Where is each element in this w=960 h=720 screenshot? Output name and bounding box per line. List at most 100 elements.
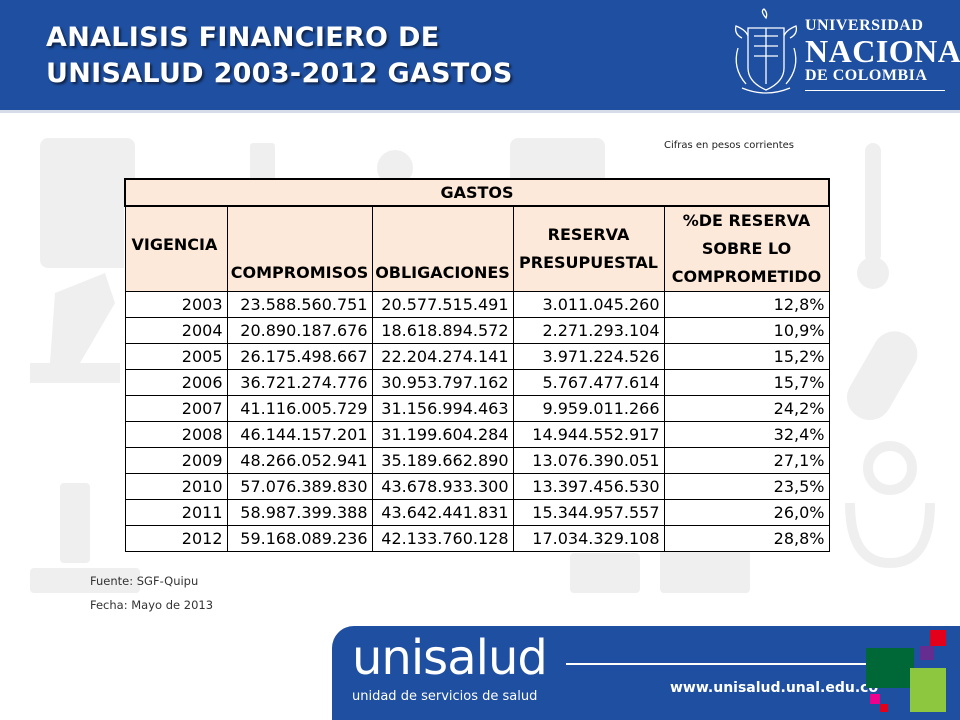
table-row: 2011 58.987.399.388 43.642.441.831 15.344.9… [124, 499, 830, 526]
cell-compromisos: 41.116.005.729 [226, 395, 373, 422]
cell-vigencia: 2009 [124, 447, 228, 474]
cell-pct-reserva: 15,7% [663, 369, 830, 396]
pct-line-2: SOBRE LO [701, 239, 792, 258]
logo-underline [805, 90, 945, 91]
cell-vigencia: 2010 [124, 473, 228, 500]
table-row: 2003 23.588.560.751 20.577.515.491 3.011.04… [124, 291, 830, 318]
pct-line-1: %DE RESERVA [682, 211, 811, 230]
cell-compromisos: 20.890.187.676 [226, 317, 373, 344]
stethoscope-icon [863, 441, 917, 495]
table-row: 2006 36.721.274.776 30.953.797.162 5.767.47… [124, 369, 830, 396]
cell-pct-reserva: 26,0% [663, 499, 830, 526]
cell-obligaciones: 20.577.515.491 [371, 291, 514, 318]
cell-reserva: 15.344.957.557 [512, 499, 665, 526]
cell-compromisos: 26.175.498.667 [226, 343, 373, 370]
logo-line-3: DE COLOMBIA [805, 67, 928, 84]
column-header-vigencia: VIGENCIA [124, 205, 228, 292]
cell-vigencia: 2004 [124, 317, 228, 344]
cell-vigencia: 2011 [124, 499, 228, 526]
table-row: 2007 41.116.005.729 31.156.994.463 9.959.01… [124, 395, 830, 422]
red-square [930, 630, 946, 646]
microscope-icon [30, 273, 120, 383]
table-row: 2005 26.175.498.667 22.204.274.141 3.971.22… [124, 343, 830, 370]
pct-line-3: COMPROMETIDO [671, 267, 822, 286]
expenses-table: GASTOS VIGENCIA COMPROMISOS OBLIGACIONES… [124, 178, 830, 552]
clipboard-icon [40, 138, 135, 268]
cell-pct-reserva: 27,1% [663, 447, 830, 474]
cell-obligaciones: 42.133.760.128 [371, 525, 514, 552]
page-title: ANALISIS FINANCIERO DE UNISALUD 2003-201… [46, 20, 513, 92]
cell-reserva: 3.011.045.260 [512, 291, 665, 318]
medkit-icon [30, 568, 140, 593]
table-row: 2008 46.144.157.201 31.199.604.284 14.944.5… [124, 421, 830, 448]
website-link[interactable]: www.unisalud.unal.edu.co [670, 680, 879, 696]
cell-reserva: 14.944.552.917 [512, 421, 665, 448]
cell-obligaciones: 30.953.797.162 [371, 369, 514, 396]
cell-compromisos: 23.588.560.751 [226, 291, 373, 318]
cell-compromisos: 48.266.052.941 [226, 447, 373, 474]
cell-obligaciones: 18.618.894.572 [371, 317, 514, 344]
cell-pct-reserva: 24,2% [663, 395, 830, 422]
footer-divider [566, 663, 866, 665]
cell-pct-reserva: 10,9% [663, 317, 830, 344]
cell-reserva: 9.959.011.266 [512, 395, 665, 422]
reserva-line-2: PRESUPUESTAL [519, 253, 658, 272]
logo-line-1: UNIVERSIDAD [805, 17, 924, 34]
cell-obligaciones: 31.199.604.284 [371, 421, 514, 448]
cell-compromisos: 36.721.274.776 [226, 369, 373, 396]
cell-reserva: 2.271.293.104 [512, 317, 665, 344]
coat-of-arms-icon [734, 8, 798, 94]
cell-reserva: 3.971.224.526 [512, 343, 665, 370]
footer-banner [332, 626, 960, 720]
cell-pct-reserva: 28,8% [663, 525, 830, 552]
cell-vigencia: 2006 [124, 369, 228, 396]
currency-note: Cifras en pesos corrientes [664, 140, 795, 151]
thermometer-icon [865, 143, 881, 263]
syringe-icon [60, 483, 90, 563]
purple-square [920, 646, 934, 660]
logo-line-2: NACIONAL [805, 33, 960, 69]
magenta-square [870, 694, 880, 704]
column-header-obligaciones: OBLIGACIONES [371, 205, 514, 292]
cell-obligaciones: 35.189.662.890 [371, 447, 514, 474]
cell-vigencia: 2008 [124, 421, 228, 448]
cell-obligaciones: 22.204.274.141 [371, 343, 514, 370]
cell-vigencia: 2005 [124, 343, 228, 370]
cell-pct-reserva: 12,8% [663, 291, 830, 318]
title-line-2: UNISALUD 2003-2012 GASTOS [46, 58, 513, 89]
column-header-pct-reserva: %DE RESERVA SOBRE LO COMPROMETIDO [663, 205, 830, 292]
red-small-square [880, 704, 888, 712]
cell-reserva: 13.397.456.530 [512, 473, 665, 500]
header-banner: ANALISIS FINANCIERO DE UNISALUD 2003-201… [0, 0, 960, 113]
reserva-line-1: RESERVA [547, 225, 630, 244]
cell-pct-reserva: 32,4% [663, 421, 830, 448]
unisalud-logo-text: unisalud [352, 630, 548, 686]
cell-pct-reserva: 15,2% [663, 343, 830, 370]
table-row: 2010 57.076.389.830 43.678.933.300 13.397.4… [124, 473, 830, 500]
lightgreen-square [910, 668, 946, 712]
university-logo-text: UNIVERSIDAD NACIONAL DE COLOMBIA [805, 17, 960, 85]
column-header-compromisos: COMPROMISOS [226, 205, 373, 292]
date-note: Fecha: Mayo de 2013 [90, 598, 214, 612]
table-row: 2009 48.266.052.941 35.189.662.890 13.076.3… [124, 447, 830, 474]
cell-obligaciones: 43.642.441.831 [371, 499, 514, 526]
medical-watermark-background [30, 138, 935, 593]
cell-compromisos: 57.076.389.830 [226, 473, 373, 500]
cell-vigencia: 2007 [124, 395, 228, 422]
cell-obligaciones: 31.156.994.463 [371, 395, 514, 422]
cell-obligaciones: 43.678.933.300 [371, 473, 514, 500]
cell-compromisos: 58.987.399.388 [226, 499, 373, 526]
cell-vigencia: 2012 [124, 525, 228, 552]
table-row: 2012 59.168.089.236 42.133.760.128 17.034.3… [124, 525, 830, 552]
source-note: Fuente: SGF-Quipu [90, 574, 199, 588]
title-line-1: ANALISIS FINANCIERO DE [46, 22, 440, 53]
clock-icon [377, 150, 413, 186]
table-title: GASTOS [124, 178, 830, 207]
cell-vigencia: 2003 [124, 291, 228, 318]
column-header-reserva: RESERVA PRESUPUESTAL [512, 205, 665, 292]
unisalud-subtitle: unidad de servicios de salud [352, 689, 538, 704]
pill-icon [847, 331, 918, 421]
green-square [866, 648, 914, 688]
cell-compromisos: 46.144.157.201 [226, 421, 373, 448]
table-row: 2004 20.890.187.676 18.618.894.572 2.271.29… [124, 317, 830, 344]
